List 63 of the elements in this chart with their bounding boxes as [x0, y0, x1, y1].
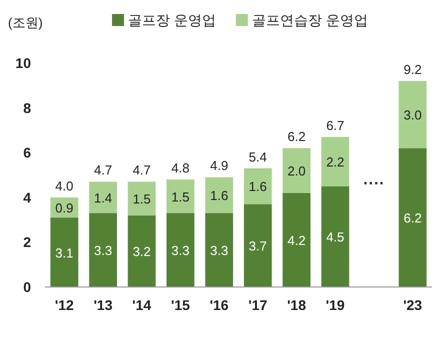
- data-label: 3.3: [94, 243, 112, 258]
- bar: [89, 213, 117, 287]
- data-label: 4.5: [326, 230, 344, 245]
- bar: [282, 192, 310, 287]
- total-label: 6.2: [288, 129, 306, 144]
- data-label: 3.0: [404, 108, 422, 123]
- bar: [321, 136, 350, 186]
- bar: [282, 148, 310, 193]
- bar: [244, 168, 272, 204]
- data-label: 1.5: [171, 189, 190, 204]
- bar: [89, 182, 117, 214]
- bar: [128, 182, 156, 216]
- data-label: 3.7: [248, 238, 267, 254]
- data-label: 2.2: [326, 154, 344, 170]
- y-tick-label: 2: [23, 234, 32, 250]
- x-tick-label: '15: [170, 297, 190, 313]
- x-tick-label: '13: [94, 297, 113, 313]
- total-label: 4.7: [132, 162, 151, 178]
- total-label: 4.8: [171, 160, 190, 176]
- total-label: 9.2: [404, 62, 422, 77]
- annotation: ····: [363, 175, 385, 192]
- bar: [244, 204, 272, 287]
- total-label: 4.0: [55, 178, 74, 194]
- y-tick-label: 10: [15, 55, 32, 71]
- x-tick-label: '16: [210, 297, 229, 313]
- bar: [166, 179, 194, 214]
- y-tick-label: 6: [23, 144, 32, 161]
- bar: [205, 213, 234, 287]
- x-tick-label: '23: [403, 297, 422, 313]
- data-label: 2.0: [288, 164, 306, 179]
- total-label: 5.4: [248, 149, 267, 164]
- data-label: 6.2: [404, 210, 422, 226]
- data-label: 3.1: [55, 245, 74, 260]
- data-label: 4.2: [288, 232, 306, 248]
- y-tick-label: 4: [23, 189, 32, 206]
- data-label: 3.2: [132, 244, 151, 260]
- data-label: 3.3: [171, 243, 190, 258]
- y-axis-title: (조원): [8, 15, 43, 30]
- legend-label: 골프연습장 운영업: [252, 12, 368, 28]
- bar: [166, 213, 194, 287]
- x-tick-label: '18: [287, 297, 306, 313]
- bar: [205, 177, 234, 214]
- y-tick-label: 8: [23, 100, 32, 116]
- data-label: 1.6: [248, 179, 267, 194]
- total-label: 6.7: [326, 118, 344, 133]
- bar: [128, 215, 156, 287]
- bar: [50, 218, 78, 287]
- bar: [398, 80, 427, 148]
- total-label: 4.7: [94, 162, 112, 178]
- x-tick-label: '12: [54, 297, 74, 313]
- x-tick-label: '19: [326, 297, 345, 313]
- total-label: 4.9: [210, 158, 228, 174]
- bar: [398, 148, 427, 287]
- x-tick-label: '14: [132, 297, 152, 313]
- data-label: 3.3: [210, 243, 228, 258]
- data-label: 1.5: [132, 192, 151, 207]
- data-label: 1.6: [210, 188, 228, 204]
- bar: [321, 186, 350, 287]
- data-label: 0.9: [55, 200, 74, 216]
- y-tick-label: 0: [23, 279, 32, 295]
- legend-label: 골프장 운영업: [128, 12, 216, 28]
- x-tick-label: '17: [248, 297, 268, 313]
- data-label: 1.4: [94, 190, 112, 206]
